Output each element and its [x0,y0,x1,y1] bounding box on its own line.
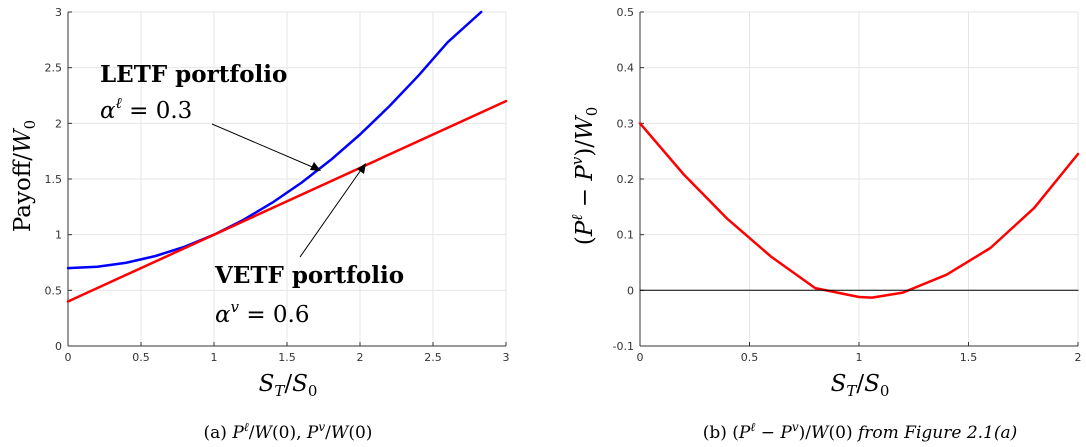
panel-b-x-axis-label: ST/S0 [831,371,890,400]
x-tick-label: 2 [1075,351,1082,364]
x-tick-label: 1.5 [278,351,296,364]
x-tick-label: 0 [637,351,644,364]
x-tick-label: 2.5 [424,351,442,364]
x-tick-label: 1 [211,351,218,364]
letf-arrowhead [310,162,321,171]
x-tick-label: 0.5 [741,351,759,364]
panel-a-x-axis-label: ST/S0 [259,371,318,400]
letf-arrow [211,123,318,170]
panel-b-caption: (b) (Pℓ − Pv)/W(0) from Figure 2.1(a) [703,420,1018,443]
x-tick-label: 1.5 [960,351,978,364]
vetf-arrow [299,166,364,258]
series-line-a-1 [66,99,508,303]
y-tick-label: 0.4 [617,62,635,75]
series-line-a-0 [66,10,483,270]
y-tick-label: 2.5 [45,62,63,75]
y-tick-label: 0 [55,340,62,353]
y-tick-label: -0.1 [613,340,634,353]
y-tick-label: 0.3 [617,117,635,130]
annotation-arrows [211,123,366,258]
x-tick-label: 0.5 [132,351,150,364]
annotation-vetf-title: VETF portfolio [214,262,404,289]
series-line-b-0 [638,122,1080,299]
x-tick-label: 1 [856,351,863,364]
y-tick-label: 0.1 [617,229,635,242]
chart-panel-b: 0 0.5 1 1.5 2-0.100.10.20.30.40.5 [613,6,1082,364]
x-tick-label: 2 [357,351,364,364]
y-tick-label: 0.5 [45,284,63,297]
panel-b-y-axis-label: (Pℓ − Pv)/W0 [568,107,601,246]
y-tick-label: 2 [55,117,62,130]
annotation-letf-title: LETF portfolio [100,61,287,88]
x-tick-label: 0 [65,351,72,364]
annotation-letf-alpha: αℓ = 0.3 [100,94,192,124]
y-tick-label: 1.5 [45,173,63,186]
chart-panel-a: 0 0.5 1 1.5 2 2.5 3 0 0.5 1 1.5 2 2.5 3 [45,6,510,364]
y-tick-label: 3 [55,6,62,19]
vetf-arrowhead [357,163,366,174]
panel-b-caption-italic: from Figure 2.1(a) [856,423,1017,443]
panel-a-caption: (a) Pℓ/W(0), Pv/W(0) [204,420,373,443]
y-tick-label: 0 [627,284,634,297]
annotation-vetf-alpha: αv = 0.6 [215,298,310,328]
y-tick-label: 1 [55,229,62,242]
y-tick-label: 0.2 [617,173,635,186]
panel-a-y-axis-label: Payoff/W0 [10,120,39,232]
x-tick-label: 3 [503,351,510,364]
y-tick-label: 0.5 [617,6,635,19]
